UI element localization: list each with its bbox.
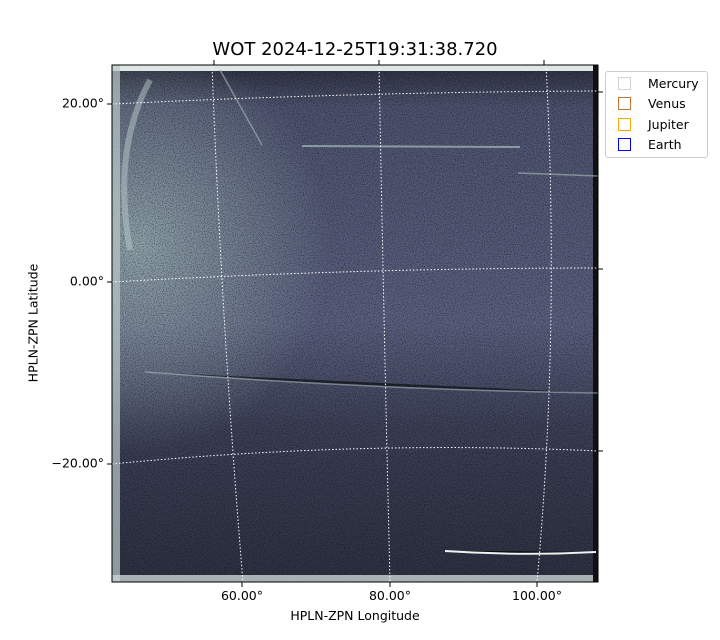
x-tick-label: 80.00° [368, 588, 412, 603]
grid-lines [111, 64, 599, 583]
x-axis-label: HPLN-ZPN Longitude [290, 608, 420, 623]
x-tick-label: 60.00° [220, 588, 264, 603]
legend-label: Earth [648, 136, 682, 152]
legend-marker [618, 96, 631, 110]
legend-label: Mercury [648, 75, 699, 91]
legend-item-jupiter: Jupiter [618, 115, 689, 133]
legend-item-earth: Earth [618, 135, 682, 153]
axes-frame [111, 64, 599, 583]
y-tick-label: 20.00° [61, 95, 104, 111]
x-tick-label: 100.00° [512, 588, 562, 603]
solar-image [112, 65, 598, 582]
legend-item-venus: Venus [618, 94, 686, 112]
chart-title: WOT 2024-12-25T19:31:38.720 [212, 39, 498, 60]
legend-marker [618, 117, 631, 131]
y-tick-label: −20.00° [51, 455, 104, 471]
y-tick-label: 0.00° [69, 273, 104, 289]
legend-marker [618, 76, 631, 90]
legend-marker [618, 137, 631, 151]
y-axis-label: HPLN-ZPN Latitude [25, 263, 41, 383]
legend-item-mercury: Mercury [618, 74, 699, 92]
legend-label: Venus [648, 95, 686, 111]
grid-lat-0 [111, 267, 599, 283]
legend-label: Jupiter [648, 116, 689, 132]
grid-lat-20 [111, 90, 599, 105]
legend: Mercury Venus Jupiter Earth [605, 71, 708, 158]
grid-lat-neg20 [111, 447, 599, 465]
ticks [107, 60, 603, 587]
